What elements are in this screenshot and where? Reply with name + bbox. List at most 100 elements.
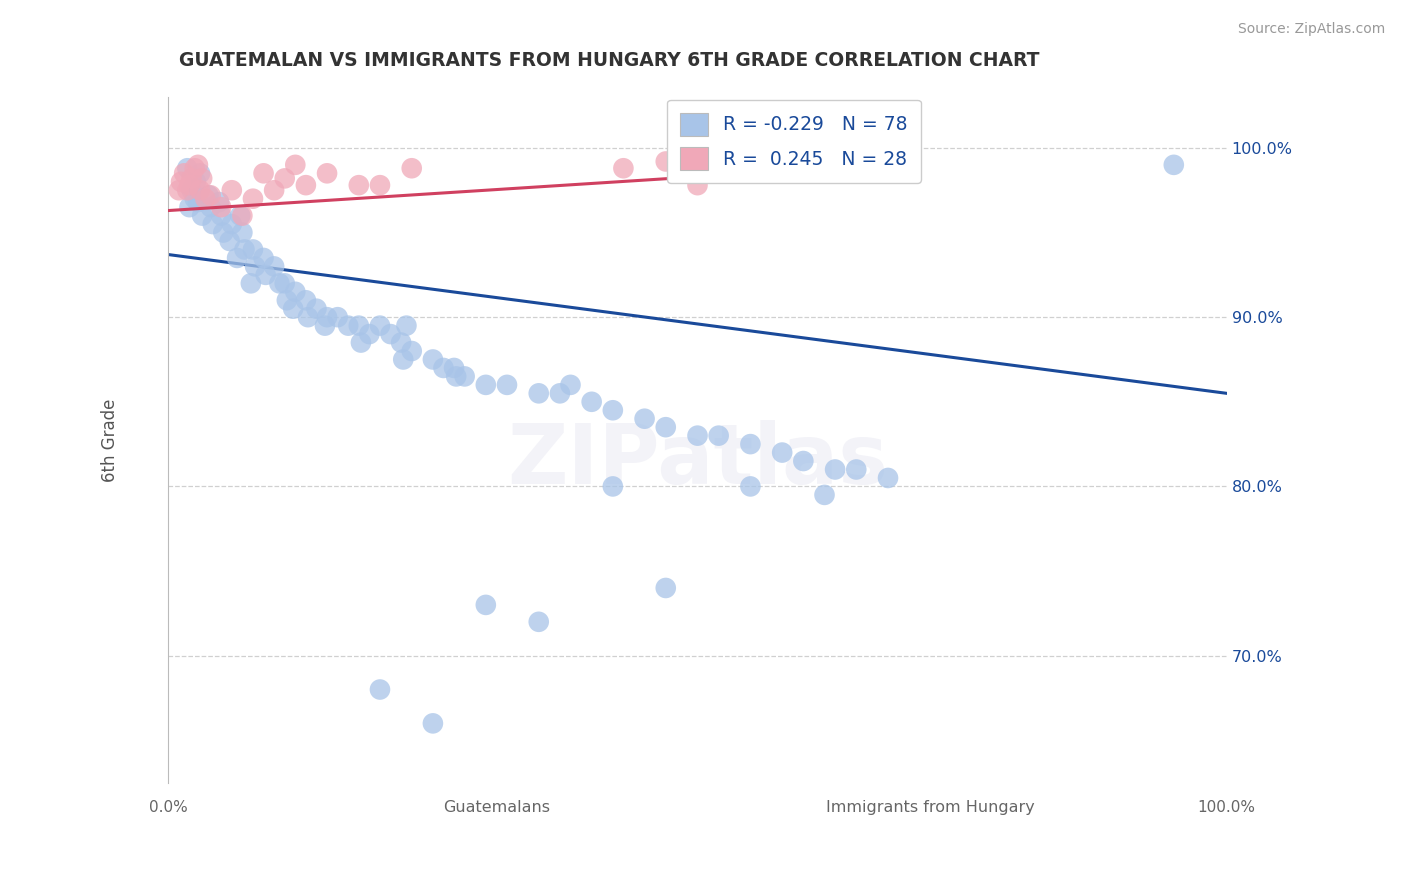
Point	[770, 445, 793, 459]
Point	[295, 178, 318, 193]
Text: GUATEMALAN VS IMMIGRANTS FROM HUNGARY 6TH GRADE CORRELATION CHART: GUATEMALAN VS IMMIGRANTS FROM HUNGARY 6T…	[179, 51, 1039, 70]
Point	[813, 488, 835, 502]
Point	[263, 183, 285, 197]
Point	[422, 352, 444, 367]
Point	[612, 161, 634, 176]
Point	[187, 158, 209, 172]
Text: Source: ZipAtlas.com: Source: ZipAtlas.com	[1237, 22, 1385, 37]
Point	[602, 403, 624, 417]
Point	[655, 154, 678, 169]
Point	[548, 386, 571, 401]
Text: ZIPatlas: ZIPatlas	[508, 420, 889, 501]
Point	[239, 277, 262, 291]
Point	[221, 183, 243, 197]
Point	[254, 268, 277, 282]
Point	[269, 277, 291, 291]
Point	[707, 428, 730, 442]
Point	[297, 310, 319, 325]
Point	[475, 598, 498, 612]
Point	[392, 352, 415, 367]
Point	[686, 428, 709, 442]
Point	[337, 318, 360, 333]
Point	[389, 335, 412, 350]
Point	[740, 437, 762, 451]
Point	[347, 178, 370, 193]
Point	[191, 171, 214, 186]
Point	[194, 192, 217, 206]
Text: 0.0%: 0.0%	[149, 799, 187, 814]
Point	[368, 682, 391, 697]
Point	[200, 200, 222, 214]
Point	[475, 377, 498, 392]
Point	[242, 243, 264, 257]
Point	[560, 377, 582, 392]
Point	[184, 192, 207, 206]
Point	[179, 200, 201, 214]
Point	[1163, 158, 1185, 172]
Point	[527, 615, 550, 629]
Point	[229, 209, 252, 223]
Point	[368, 318, 391, 333]
Point	[170, 175, 193, 189]
Point	[274, 277, 297, 291]
Point	[316, 166, 339, 180]
Point	[200, 188, 222, 202]
Point	[453, 369, 475, 384]
Point	[180, 171, 202, 186]
Point	[877, 471, 900, 485]
Point	[191, 209, 214, 223]
Point	[443, 360, 465, 375]
Point	[359, 327, 381, 342]
Point	[444, 369, 467, 384]
Point	[184, 161, 207, 176]
Point	[350, 335, 373, 350]
Point	[209, 209, 232, 223]
Point	[233, 243, 256, 257]
Point	[633, 411, 655, 425]
Point	[243, 260, 266, 274]
Point	[740, 479, 762, 493]
Point	[655, 420, 678, 434]
Point	[432, 360, 454, 375]
Point	[314, 318, 336, 333]
Point	[401, 161, 423, 176]
Point	[179, 178, 201, 193]
Point	[347, 318, 370, 333]
Point	[167, 183, 190, 197]
Point	[188, 166, 211, 180]
Point	[188, 183, 211, 197]
Point	[180, 183, 202, 197]
Point	[305, 301, 328, 316]
Point	[184, 175, 207, 189]
Point	[263, 260, 285, 274]
Point	[201, 217, 224, 231]
Point	[581, 394, 603, 409]
Point	[173, 166, 195, 180]
Point	[395, 318, 418, 333]
Point	[845, 462, 868, 476]
Text: Guatemalans: Guatemalans	[443, 799, 550, 814]
Point	[209, 200, 232, 214]
Point	[401, 344, 423, 359]
Point	[368, 178, 391, 193]
Point	[274, 171, 297, 186]
Point	[686, 178, 709, 193]
Point	[422, 716, 444, 731]
Point	[242, 192, 264, 206]
Point	[252, 166, 274, 180]
Point	[326, 310, 349, 325]
Point	[276, 293, 298, 308]
Point	[176, 161, 198, 176]
Point	[218, 234, 240, 248]
Point	[212, 226, 235, 240]
Point	[602, 479, 624, 493]
Text: 100.0%: 100.0%	[1198, 799, 1256, 814]
Text: Immigrants from Hungary: Immigrants from Hungary	[825, 799, 1035, 814]
Point	[283, 301, 305, 316]
Point	[208, 195, 231, 210]
Point	[226, 251, 249, 265]
Point	[380, 327, 402, 342]
Point	[231, 226, 253, 240]
Point	[792, 454, 814, 468]
Point	[221, 217, 243, 231]
